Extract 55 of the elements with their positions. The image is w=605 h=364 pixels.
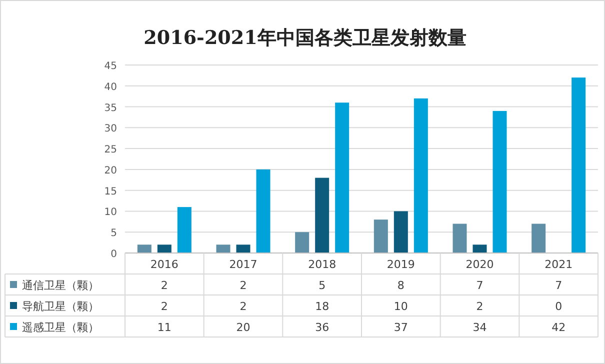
legend-label: 导航卫星（颗） <box>22 300 99 313</box>
y-tick-label: 10 <box>104 207 117 218</box>
data-label: 2 <box>160 300 168 313</box>
bar <box>414 98 428 253</box>
data-label: 36 <box>315 321 330 334</box>
data-label: 42 <box>552 321 566 334</box>
x-tick-label: 2017 <box>229 258 258 271</box>
bar <box>236 244 250 253</box>
x-tick-label: 2019 <box>386 258 415 271</box>
bar <box>572 78 586 253</box>
y-tick-label: 25 <box>104 144 117 156</box>
bar <box>137 244 152 253</box>
y-tick-label: 30 <box>104 124 117 135</box>
data-label: 0 <box>555 300 562 313</box>
bar <box>374 220 388 253</box>
y-tick-label: 15 <box>104 186 117 198</box>
chart-title: 2016-2021年中国各类卫星发射数量 <box>144 27 466 49</box>
bar <box>295 232 310 253</box>
bar <box>177 207 192 253</box>
legend-label: 通信卫星（颗） <box>22 279 99 292</box>
data-label: 2 <box>240 300 247 313</box>
y-tick-label: 20 <box>104 165 117 176</box>
bar <box>157 244 172 253</box>
legend-label: 遥感卫星（颗） <box>22 321 99 334</box>
data-label: 11 <box>157 321 172 334</box>
y-tick-label: 0 <box>110 249 117 260</box>
y-tick-label: 40 <box>104 82 117 93</box>
data-label: 2 <box>160 279 168 292</box>
x-tick-label: 2020 <box>466 258 494 271</box>
data-label: 2 <box>476 300 484 313</box>
bar <box>315 178 330 253</box>
data-label: 7 <box>555 279 562 292</box>
data-label: 8 <box>397 279 404 292</box>
data-label: 18 <box>315 300 330 313</box>
bar <box>256 169 270 253</box>
data-label: 20 <box>236 321 250 334</box>
data-label: 7 <box>476 279 484 292</box>
data-label: 37 <box>394 321 408 334</box>
bar <box>492 110 507 253</box>
data-label: 34 <box>472 321 487 334</box>
bar <box>472 244 487 253</box>
x-tick-label: 2018 <box>308 258 336 271</box>
data-label: 10 <box>394 300 408 313</box>
data-label: 2 <box>240 279 247 292</box>
bar <box>335 102 350 253</box>
x-tick-label: 2016 <box>150 258 178 271</box>
bar <box>452 224 467 253</box>
y-tick-label: 35 <box>104 102 117 114</box>
x-tick-label: 2021 <box>544 258 573 271</box>
y-tick-label: 45 <box>104 61 117 72</box>
bar <box>394 211 408 253</box>
bar <box>216 244 230 253</box>
y-tick-label: 5 <box>110 228 117 240</box>
bar <box>532 224 546 253</box>
data-label: 5 <box>318 279 326 292</box>
